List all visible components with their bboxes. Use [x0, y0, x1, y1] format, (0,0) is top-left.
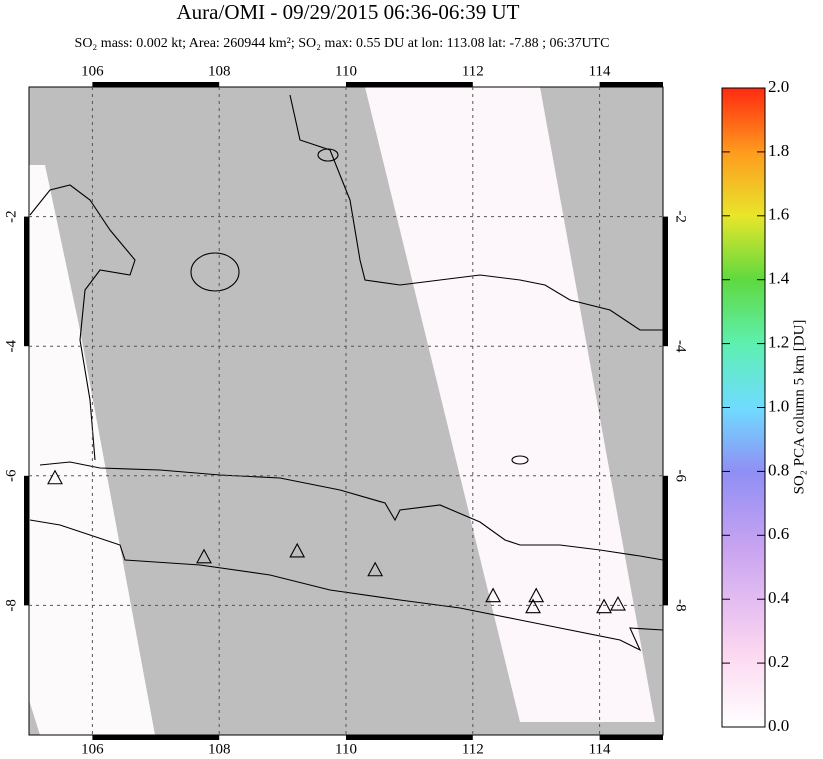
volcano	[485, 587, 502, 603]
coastline	[39, 461, 663, 561]
frame-bar	[92, 735, 220, 740]
colorbar-tick-label: 0.8	[768, 460, 789, 479]
x-tick-label: 114	[589, 63, 611, 79]
frame-bar	[346, 82, 473, 87]
frame-bar	[92, 82, 220, 87]
volcano	[525, 598, 541, 614]
frame-bar	[24, 475, 29, 606]
y-tick-label: -4	[673, 340, 689, 353]
frame-bar	[346, 735, 473, 740]
swath	[29, 165, 155, 735]
frame-bar	[599, 735, 663, 740]
x-tick-label: 110	[335, 741, 357, 757]
y-tick-label: -2	[3, 210, 19, 223]
colorbar-tick-label: 1.6	[768, 205, 789, 224]
frame-bar	[663, 216, 668, 347]
colorbar-tick-label: 1.0	[768, 396, 789, 415]
y-tick-label: -2	[673, 210, 689, 223]
y-tick-label: -4	[3, 339, 19, 352]
y-tick-label: -6	[3, 469, 19, 482]
y-tick-label: -6	[673, 470, 689, 483]
frame-bar	[663, 475, 668, 606]
frame-bar	[599, 82, 663, 87]
coastline	[29, 519, 663, 652]
colorbar-tick-label: 2.0	[768, 77, 789, 96]
island	[317, 148, 339, 162]
colorbar-tick-label: 1.8	[768, 141, 789, 160]
volcano	[289, 542, 306, 558]
colorbar-tick-label: 0.0	[768, 716, 789, 735]
x-tick-label: 114	[589, 741, 611, 757]
x-tick-label: 110	[335, 63, 357, 79]
chart-subtitle: SO₂ mass: 0.002 kt; Area: 260944 km²; SO…	[75, 36, 610, 51]
y-tick-label: -8	[673, 599, 689, 612]
colorbar-tick-label: 0.2	[768, 652, 789, 671]
frame-bar	[24, 216, 29, 347]
colorbar-tick-label: 0.4	[768, 588, 790, 607]
swath	[365, 87, 655, 722]
volcano	[367, 561, 384, 577]
x-tick-label: 108	[208, 741, 231, 757]
coastline	[29, 184, 136, 461]
x-tick-label: 106	[81, 63, 104, 79]
x-tick-label: 112	[462, 741, 484, 757]
chart-title: Aura/OMI - 09/29/2015 06:36-06:39 UT	[177, 0, 520, 24]
y-tick-label: -8	[3, 599, 19, 612]
volcano	[596, 598, 612, 614]
x-tick-label: 112	[462, 63, 484, 79]
volcano	[47, 469, 63, 485]
colorbar-tick-label: 0.6	[768, 524, 789, 543]
x-tick-label: 106	[81, 741, 104, 757]
island	[190, 252, 240, 292]
volcano	[610, 595, 626, 611]
coastline	[289, 94, 663, 331]
colorbar-tick-label: 1.4	[768, 269, 790, 288]
volcano	[196, 548, 212, 564]
x-tick-label: 108	[208, 63, 231, 79]
colorbar-label: SO₂ PCA column 5 km [DU]	[791, 320, 807, 495]
colorbar-tick-label: 1.2	[768, 333, 789, 352]
island	[511, 455, 529, 465]
volcano	[528, 587, 545, 603]
